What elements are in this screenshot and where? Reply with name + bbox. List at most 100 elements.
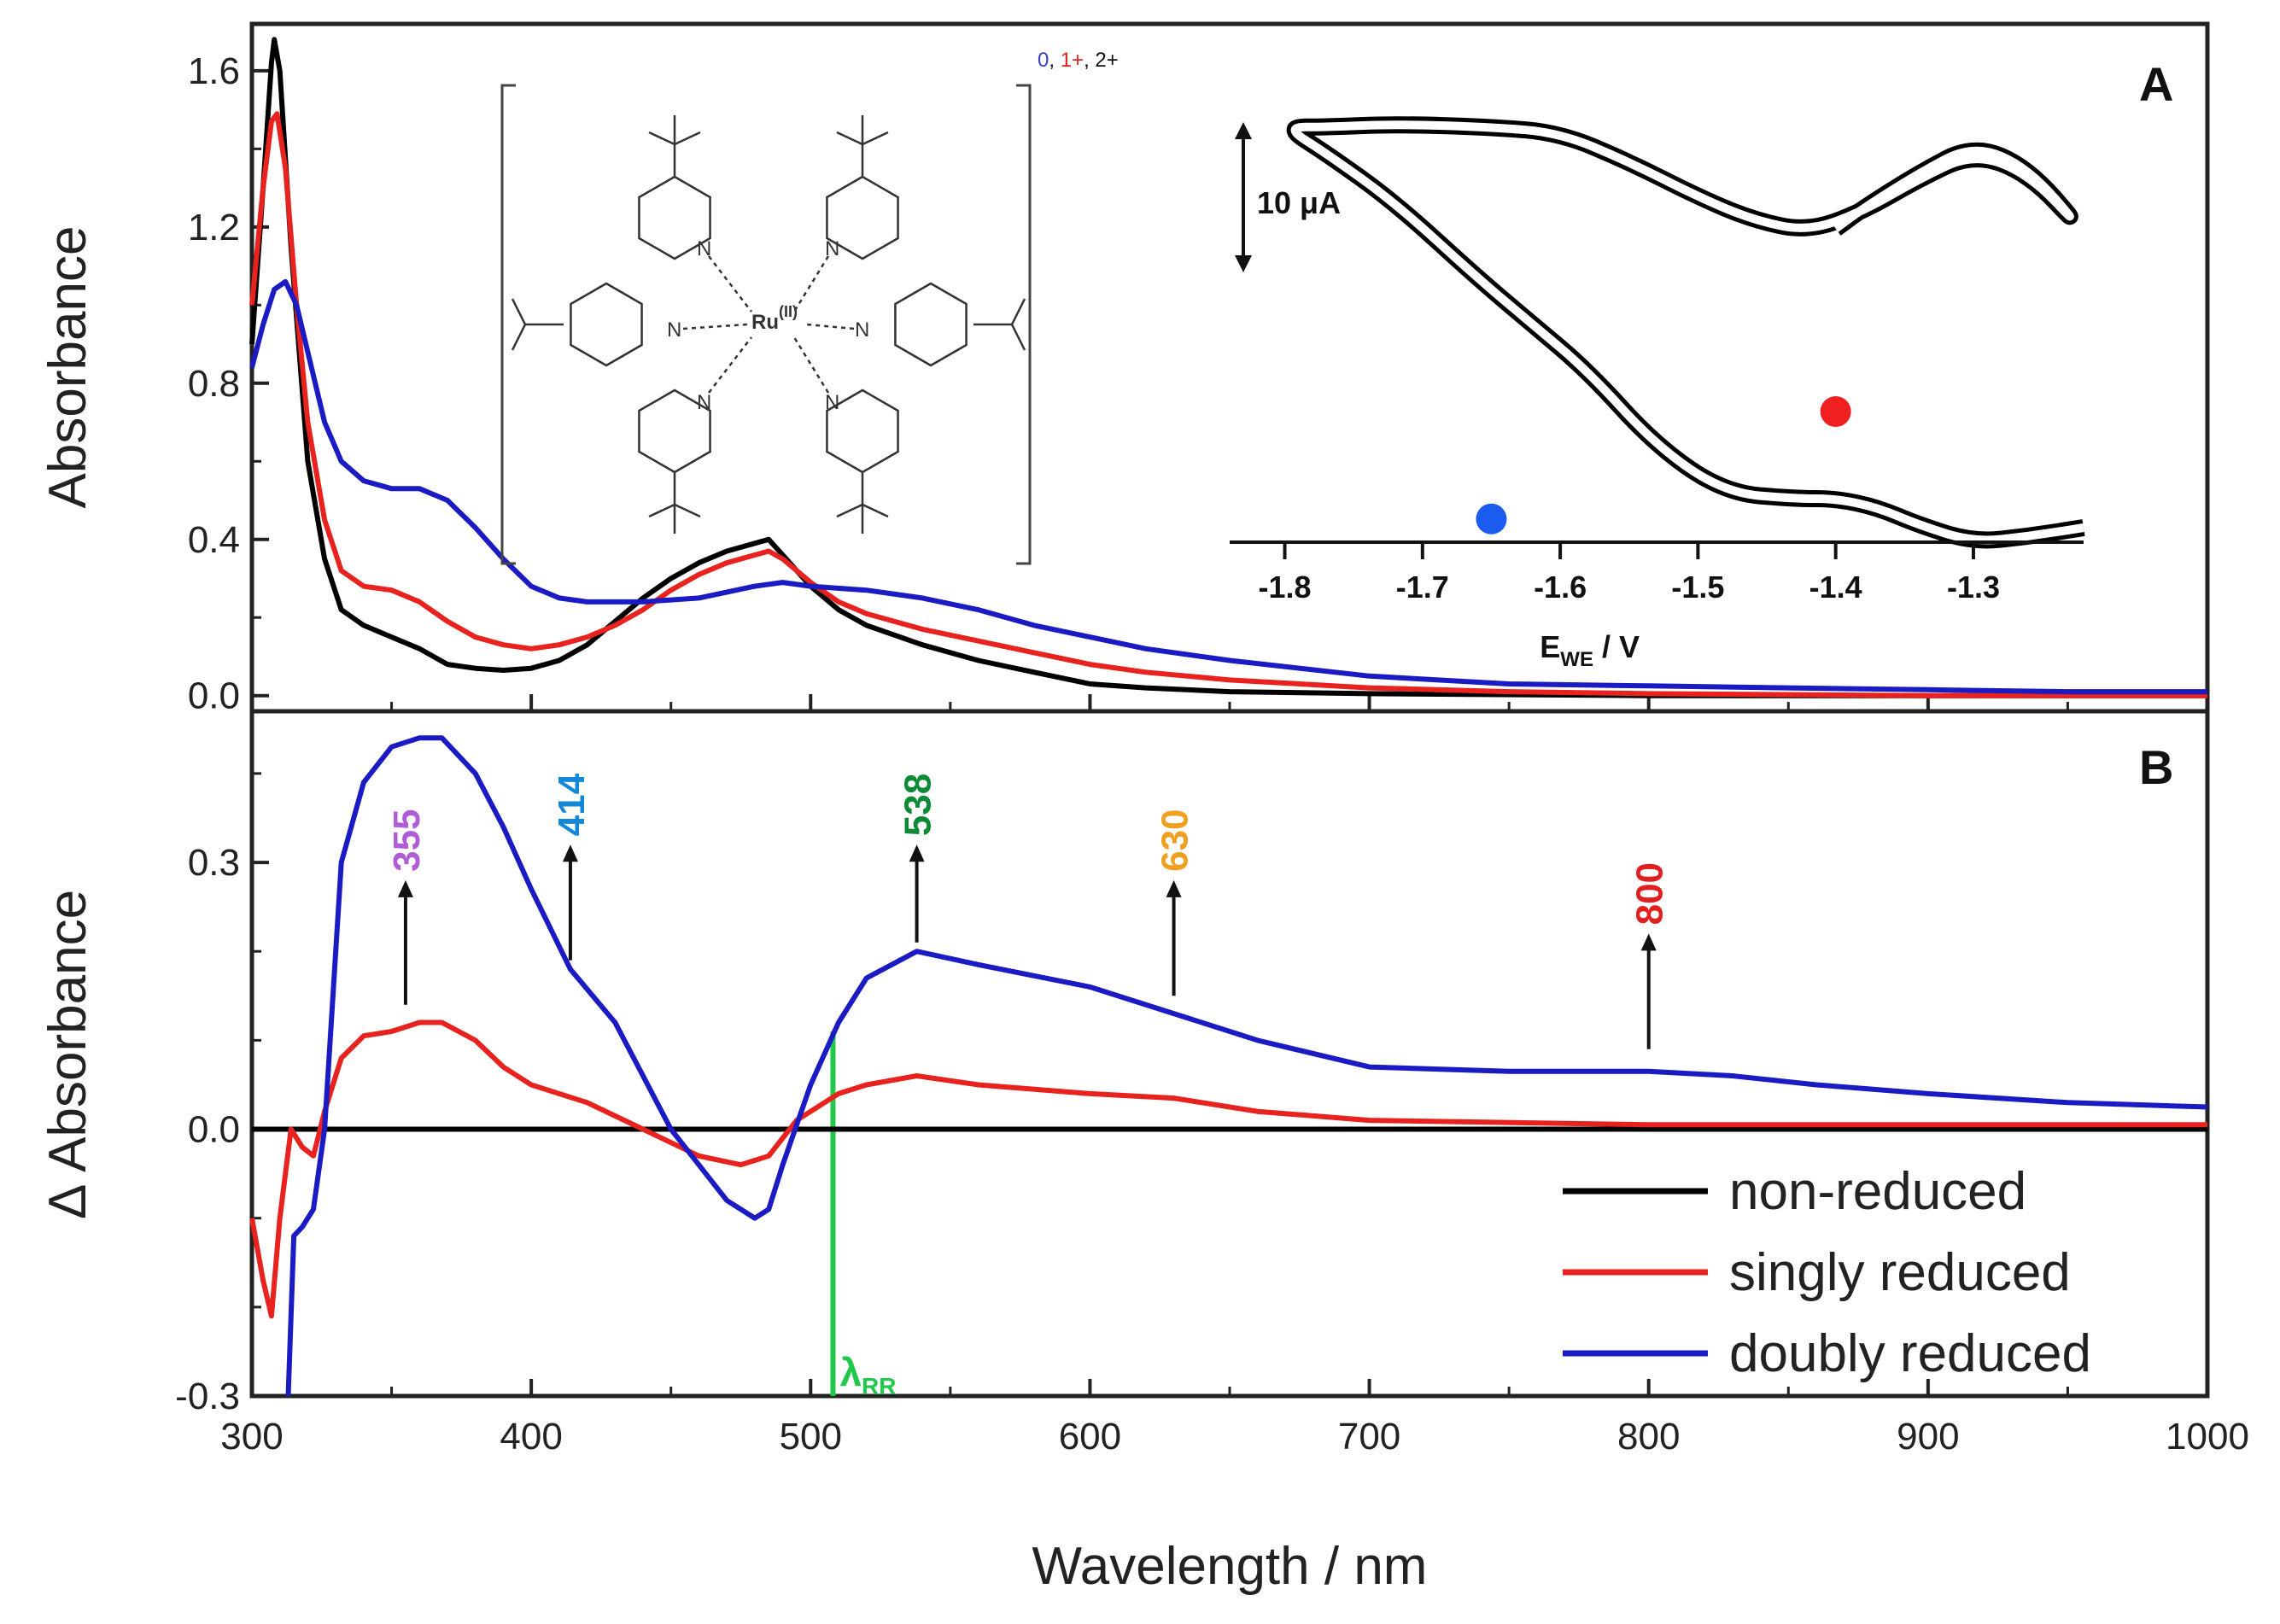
charge-1plus: 1+	[1061, 49, 1084, 72]
cv-x-tick-label: -1.4	[1809, 570, 1862, 605]
ru-ox-state: (II)	[779, 303, 798, 320]
series-a-non-reduced	[249, 37, 2207, 698]
coordination-bond	[792, 336, 830, 394]
x-tick-label: 500	[780, 1416, 842, 1458]
tbu-bond	[674, 131, 701, 146]
ru-center: Ru(II)	[751, 303, 798, 334]
panel-a-y-axis-title: Absorbance	[38, 226, 97, 509]
nitrogen-label: N	[697, 391, 711, 414]
panel-b-x-ticks: 300 400 500 600 700 800 900 1000	[220, 1379, 2249, 1458]
nitrogen-label: N	[697, 237, 711, 260]
ru-complex-structure: 0, 1+, 2+ Ru(II) N N N N N N	[500, 49, 1119, 565]
x-tick-label: 300	[220, 1416, 283, 1458]
right-bracket	[1016, 84, 1032, 565]
cv-trace-outer	[1286, 116, 2085, 549]
cv-x-ticks: -1.8 -1.7 -1.6 -1.5 -1.4 -1.3	[1258, 542, 2000, 605]
peak-label-538: 538	[897, 774, 939, 836]
x-tick-label: 900	[1897, 1416, 1959, 1458]
y-tick-label-a: 1.6	[188, 50, 240, 92]
tbu-bond	[648, 503, 675, 518]
peak-arrowhead-355	[397, 879, 413, 897]
peak-label-800: 800	[1629, 862, 1671, 925]
panel-b: 300 400 500 600 700 800 900 1000 -0.3 0.0 0.3 λRR…	[38, 709, 2249, 1458]
tbu-bond	[862, 131, 889, 146]
cv-x-axis-title-unit: / V	[1593, 629, 1640, 664]
tbu-bond	[836, 131, 863, 146]
y-tick-label-a: 0.0	[188, 675, 240, 717]
charge-sep-2: ,	[1084, 49, 1095, 72]
y-tick-label-a: 0.4	[188, 519, 240, 561]
cv-x-axis-title: EWE / V	[1540, 629, 1640, 671]
y-tick-label-a: 0.8	[188, 363, 240, 405]
cv-series	[1285, 115, 2085, 550]
x-tick-label: 600	[1059, 1416, 1121, 1458]
cv-x-tick-label: -1.6	[1534, 570, 1587, 605]
cv-x-axis-title-e: E	[1540, 629, 1560, 664]
nitrogen-label: N	[825, 391, 839, 414]
tbu-bond	[1010, 298, 1026, 325]
panel-a-y-ticks: 0.0 0.4 0.8 1.2 1.6	[188, 50, 269, 717]
y-tick-label-a: 1.2	[188, 207, 240, 248]
series-a-singly-reduced	[249, 111, 2207, 698]
peak-markers: 355 414 538 630 800	[386, 773, 1671, 1049]
charge-0: 0	[1038, 49, 1049, 72]
coordination-bond	[708, 255, 752, 313]
panel-a-series	[249, 37, 2207, 698]
series-b-singly-reduced	[249, 1019, 2207, 1319]
coordination-bond	[806, 323, 855, 330]
cv-marker-blue	[1476, 503, 1507, 535]
peak-label-630: 630	[1155, 809, 1196, 871]
molecule-bonds	[511, 115, 1026, 534]
left-bracket	[500, 84, 516, 565]
cv-marker-red	[1820, 396, 1851, 427]
excitation-line-group: λRR	[830, 1031, 897, 1399]
legend-label-singly-reduced: singly reduced	[1729, 1243, 2071, 1302]
panel-a-label: A	[2139, 57, 2173, 111]
peak-label-414: 414	[551, 773, 593, 836]
cv-x-axis-title-sub: WE	[1560, 648, 1593, 671]
series-a-doubly-reduced	[249, 278, 2207, 695]
charge-states: 0, 1+, 2+	[1038, 49, 1119, 72]
ring	[570, 282, 643, 367]
legend-label-non-reduced: non-reduced	[1729, 1162, 2026, 1221]
panel-a-frame	[249, 21, 2210, 714]
nitrogen-label: N	[825, 237, 839, 260]
coordination-bond	[708, 336, 752, 394]
cv-markers	[1476, 396, 1851, 535]
tbu-bond	[511, 324, 527, 351]
ring	[638, 175, 711, 260]
lambda-subscript: RR	[862, 1373, 896, 1399]
panel-b-series	[249, 735, 2208, 1397]
scale-bar-label: 10 μA	[1257, 185, 1341, 220]
panel-b-label: B	[2139, 740, 2173, 794]
series-b-doubly-reduced	[285, 735, 2208, 1397]
tbu-bond	[862, 503, 889, 518]
tbu-bond	[648, 131, 675, 146]
nitrogen-label: N	[667, 318, 681, 342]
cv-inset: -1.8 -1.7 -1.6 -1.5 -1.4 -1.3 EWE / V 10 μA	[1230, 115, 2085, 671]
x-axis-title: Wavelength / nm	[1032, 1537, 1428, 1596]
peak-arrowhead-538	[909, 844, 925, 862]
peak-arrowhead-800	[1640, 933, 1657, 951]
nitrogen-label: N	[855, 318, 869, 342]
charge-2plus: 2+	[1095, 49, 1118, 72]
scale-bar-arrow-down	[1235, 255, 1252, 272]
panel-b-y-ticks: -0.3 0.0 0.3	[175, 772, 269, 1417]
legend: non-reduced singly reduced doubly reduced	[1563, 1162, 2091, 1383]
cv-x-tick-label: -1.7	[1396, 570, 1449, 605]
y-tick-label-b: -0.3	[175, 1376, 240, 1417]
legend-label-doubly-reduced: doubly reduced	[1729, 1324, 2091, 1383]
peak-label-355: 355	[386, 809, 428, 871]
x-tick-label: 800	[1617, 1416, 1680, 1458]
excitation-label: λRR	[839, 1350, 896, 1399]
y-tick-label-b: 0.0	[188, 1109, 240, 1151]
x-tick-label: 1000	[2166, 1416, 2249, 1458]
tbu-bond	[674, 503, 701, 518]
cv-scale-bar: 10 μA	[1235, 122, 1341, 272]
cv-x-tick-label: -1.5	[1671, 570, 1724, 605]
x-tick-label: 400	[500, 1416, 562, 1458]
peak-arrowhead-414	[562, 844, 578, 862]
y-tick-label-b: 0.3	[188, 842, 240, 884]
panel-a: 0.0 0.4 0.8 1.2 1.6 A Absorbance	[38, 21, 2210, 717]
